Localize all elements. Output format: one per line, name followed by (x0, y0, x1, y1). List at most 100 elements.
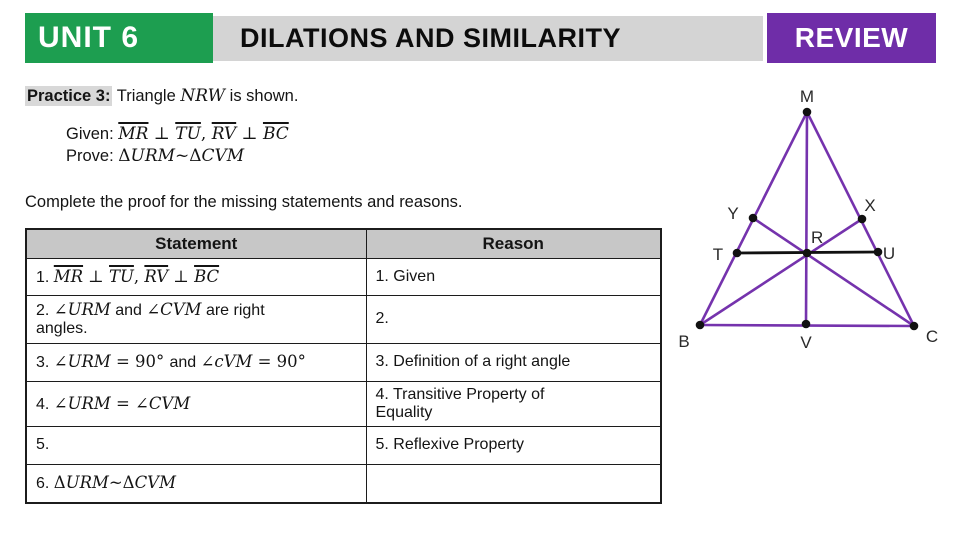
edge-CY (751, 216, 916, 328)
point-M (802, 107, 812, 117)
point-label-U: U (883, 244, 895, 263)
text-part: and (169, 354, 201, 371)
point-X (857, 214, 867, 224)
text-part: 4. (36, 395, 54, 413)
text-part: ⊥ (236, 124, 263, 144)
review-badge: REVIEW (767, 13, 936, 63)
text-part: ∠cVM (200, 352, 253, 371)
text-part: CVM (201, 146, 245, 166)
text-part: URM (65, 473, 109, 493)
text-part: Triangle (112, 87, 181, 105)
reason-cell-2: 2. (365, 294, 662, 344)
text-part: ⊥ (148, 124, 176, 144)
practice-label: Practice 3: (25, 86, 113, 106)
text-part: = (110, 393, 136, 413)
text-part: ⊥ (168, 266, 195, 286)
text-part: 5. Reflexive Property (375, 436, 525, 453)
text-part: Prove: (66, 147, 119, 165)
point-label-V: V (800, 333, 812, 352)
text-part: Δ (189, 146, 202, 166)
unit-badge: UNIT 6 (25, 13, 213, 63)
text-part: Equality (375, 403, 433, 421)
text-part: RV (211, 124, 237, 144)
text-part: ~ (175, 146, 190, 166)
point-Y (748, 213, 758, 223)
text-part: BC (194, 266, 220, 286)
text-part: BC (262, 124, 289, 144)
table-row: 3. ∠URM = 90° and ∠cVM = 90° 3. Definiti… (25, 342, 662, 382)
table-row: 5. 5. Reflexive Property (25, 425, 662, 465)
text-part: angles. (36, 320, 88, 337)
text-part: MR (118, 124, 149, 144)
practice-text: Triangle NRW is shown. (112, 86, 299, 106)
text-part: 2. (375, 310, 389, 327)
point-label-T: T (713, 245, 723, 264)
point-B (695, 320, 705, 330)
edge-MV (804, 110, 809, 326)
point-V (801, 319, 811, 329)
table-row: 4. ∠URM = ∠CVM 4. Transitive Property of… (25, 380, 662, 427)
text-part: = 90° (252, 352, 306, 371)
triangle-diagram: M Y X T R U B V C (660, 78, 960, 368)
statement-cell-3: 3. ∠URM = 90° and ∠cVM = 90° (25, 342, 367, 382)
point-C (909, 321, 919, 331)
text-part: TU (175, 124, 201, 144)
reason-column-header: Reason (365, 228, 662, 259)
text-part: 2. (36, 302, 54, 319)
text-part: 3. (36, 354, 54, 371)
text-part: 4. Transitive Property of (375, 385, 545, 403)
statement-cell-1: 1. MR ⊥ TU, RV ⊥ BC (25, 257, 367, 296)
table-row: 1. MR ⊥ TU, RV ⊥ BC 1. Given (25, 257, 662, 296)
statement-cell-2: 2. ∠URM and ∠CVM are right angles. (25, 294, 367, 344)
reason-cell-6 (365, 463, 662, 504)
instruction-text: Complete the proof for the missing state… (25, 193, 463, 211)
reason-cell-4: 4. Transitive Property of Equality (365, 380, 662, 427)
point-label-X: X (864, 196, 875, 215)
statement-cell-5: 5. (25, 425, 367, 465)
prove-statement: Prove: ΔURM~ΔCVM (66, 146, 244, 166)
text-part: ∠CVM (146, 300, 202, 319)
text-part: URM (130, 146, 176, 166)
text-part: is shown. (225, 87, 299, 105)
text-part: ∠CVM (135, 393, 191, 413)
table-row: 2. ∠URM and ∠CVM are right angles. 2. (25, 294, 662, 344)
text-part: ⊥ (83, 266, 110, 286)
text-part: Δ (122, 473, 135, 493)
text-part: MR (53, 266, 84, 286)
reason-cell-5: 5. Reflexive Property (365, 425, 662, 465)
text-part: ~ (108, 473, 123, 493)
text-part: Δ (53, 473, 66, 493)
text-part: 1. Given (375, 267, 436, 285)
text-part: 6. (36, 475, 54, 493)
point-label-M: M (800, 87, 814, 106)
text-part: NRW (180, 86, 226, 106)
text-part: TU (109, 266, 134, 286)
point-label-B: B (678, 332, 689, 351)
point-R (802, 248, 812, 258)
text-part: 1. (36, 268, 54, 286)
text-part: , (133, 266, 145, 286)
statement-column-header: Statement (25, 228, 367, 259)
page-title: DILATIONS AND SIMILARITY (240, 23, 621, 53)
proof-table: Statement Reason 1. MR ⊥ TU, RV ⊥ BC 1. … (25, 228, 662, 504)
reason-cell-3: 3. Definition of a right angle (365, 342, 662, 382)
text-part: and (110, 302, 147, 319)
text-part: Δ (118, 146, 131, 166)
text-part: are right (201, 302, 265, 319)
reason-cell-1: 1. Given (365, 257, 662, 296)
statement-cell-6: 6. ΔURM~ΔCVM (25, 463, 367, 504)
point-label-Y: Y (727, 204, 738, 223)
triangle-diagram-svg: M Y X T R U B V C (678, 87, 938, 352)
text-part: RV (144, 266, 169, 286)
text-part: ∠URM (53, 393, 111, 413)
table-row: 6. ΔURM~ΔCVM (25, 463, 662, 504)
text-part: Given: (66, 125, 119, 143)
text-part: = 90° (110, 352, 170, 371)
statement-cell-4: 4. ∠URM = ∠CVM (25, 380, 367, 427)
text-part: 5. (36, 436, 50, 453)
given-statement: Given: MR ⊥ TU, RV ⊥ BC (66, 124, 289, 144)
text-part: ∠URM (53, 352, 111, 371)
point-T (732, 248, 742, 258)
text-part: , (200, 124, 212, 144)
